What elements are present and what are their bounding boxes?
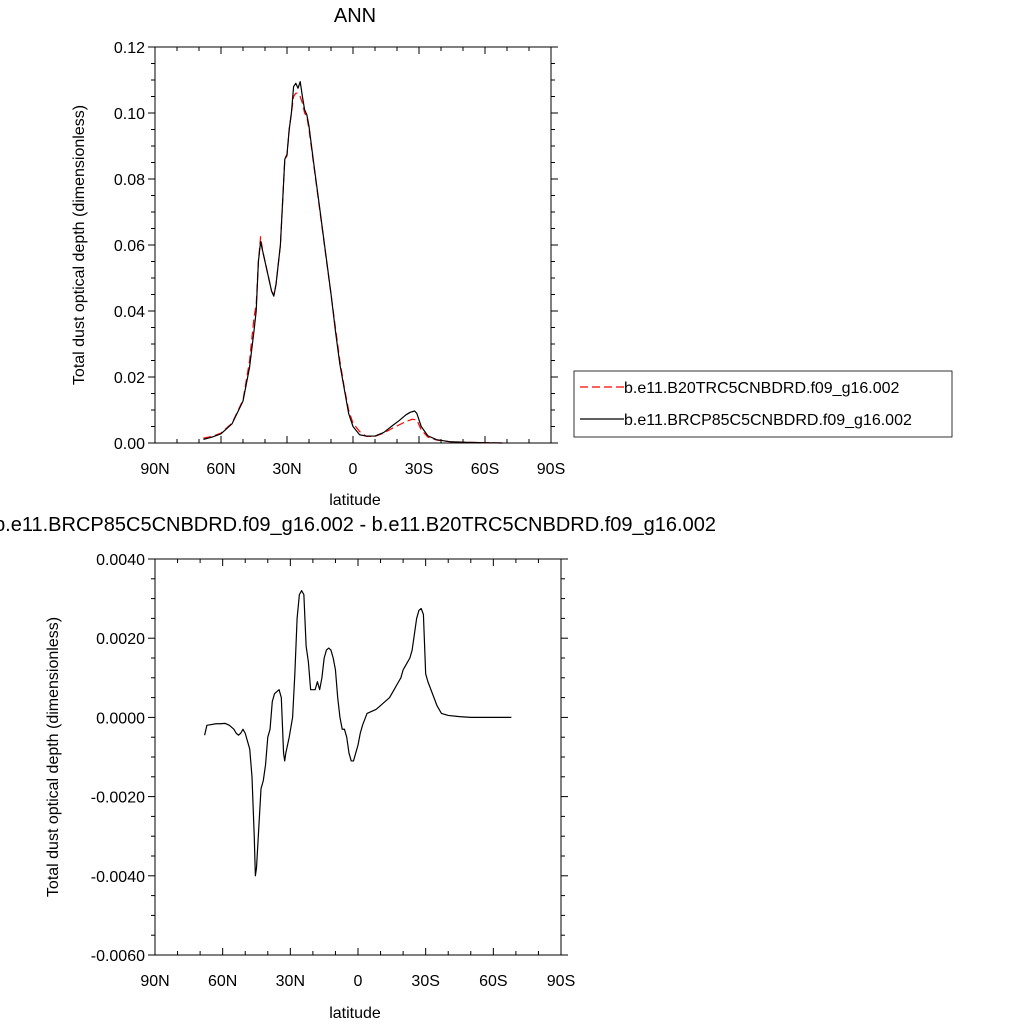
top-x-tick-label: 30S — [405, 461, 433, 478]
bottom-y-tick-label: -0.0020 — [91, 790, 145, 807]
bottom-x-tick-label: 60N — [208, 973, 237, 990]
top-y-tick-label: 0.04 — [114, 304, 145, 321]
bottom-x-tick-label: 60S — [479, 973, 507, 990]
top-x-axis-label: latitude — [329, 492, 381, 509]
top-series-line-0 — [203, 92, 503, 444]
bottom-chart: b.e11.BRCP85C5CNBDRD.f09_g16.002 - b.e11… — [0, 514, 716, 1022]
top-axis-tick-labels: 90N 60N 30N 0 30S 60S 90S 0.00 0.02 0.04 0.06 0.08 0… — [114, 40, 565, 478]
bottom-x-axis-label: latitude — [329, 1005, 381, 1022]
bottom-y-tick-label: 0.0020 — [96, 631, 145, 648]
top-x-tick-label: 60N — [206, 461, 235, 478]
top-y-tick-label: 0.10 — [114, 106, 145, 123]
top-y-axis-label: Total dust optical depth (dimensionless) — [71, 105, 88, 385]
top-legend: b.e11.B20TRC5CNBDRD.f09_g16.002 b.e11.BR… — [573, 370, 953, 438]
bottom-y-tick-label: -0.0040 — [91, 869, 145, 886]
top-series-lines — [203, 81, 503, 444]
top-axis-ticks — [148, 46, 558, 444]
bottom-y-axis-label: Total dust optical depth (dimensionless) — [45, 617, 62, 897]
legend-label-historical: b.e11.B20TRC5CNBDRD.f09_g16.002 — [624, 380, 900, 397]
bottom-chart-title: b.e11.BRCP85C5CNBDRD.f09_g16.002 - b.e11… — [0, 514, 716, 536]
bottom-axis-tick-labels: 90N 60N 30N 0 30S 60S 90S -0.0060 -0.0040 -0.0020… — [91, 552, 576, 990]
bottom-series-lines — [204, 590, 512, 877]
top-chart: ANN 90N 60N 30N 0 30S 60S 90S 0.00 0.02 0.04 0.06 0… — [71, 5, 953, 509]
bottom-y-tick-label: 0.0040 — [96, 552, 145, 569]
top-y-tick-label: 0.02 — [114, 370, 145, 387]
bottom-plot-frame — [154, 558, 562, 956]
top-x-tick-label: 90N — [140, 461, 169, 478]
top-series-line-1 — [203, 81, 503, 444]
bottom-y-tick-label: 0.0000 — [96, 710, 145, 727]
bottom-y-tick-label: -0.0060 — [91, 948, 145, 965]
top-y-tick-label: 0.08 — [114, 172, 145, 189]
bottom-x-tick-label: 30S — [411, 973, 439, 990]
top-y-tick-label: 0.00 — [114, 436, 145, 453]
top-plot-frame — [154, 46, 552, 444]
bottom-series-line-0 — [204, 590, 512, 877]
bottom-x-tick-label: 90N — [140, 973, 169, 990]
top-x-tick-label: 30N — [272, 461, 301, 478]
legend-label-rcp85: b.e11.BRCP85C5CNBDRD.f09_g16.002 — [624, 412, 912, 429]
top-x-tick-label: 90S — [537, 461, 565, 478]
bottom-x-tick-label: 30N — [276, 973, 305, 990]
top-x-tick-label: 0 — [349, 461, 358, 478]
top-x-tick-label: 60S — [471, 461, 499, 478]
legend-box — [573, 370, 953, 438]
bottom-axis-ticks — [148, 558, 568, 956]
bottom-x-tick-label: 90S — [547, 973, 575, 990]
top-chart-title: ANN — [334, 5, 376, 27]
top-y-tick-label: 0.06 — [114, 238, 145, 255]
bottom-x-tick-label: 0 — [354, 973, 363, 990]
top-y-tick-label: 0.12 — [114, 40, 145, 57]
